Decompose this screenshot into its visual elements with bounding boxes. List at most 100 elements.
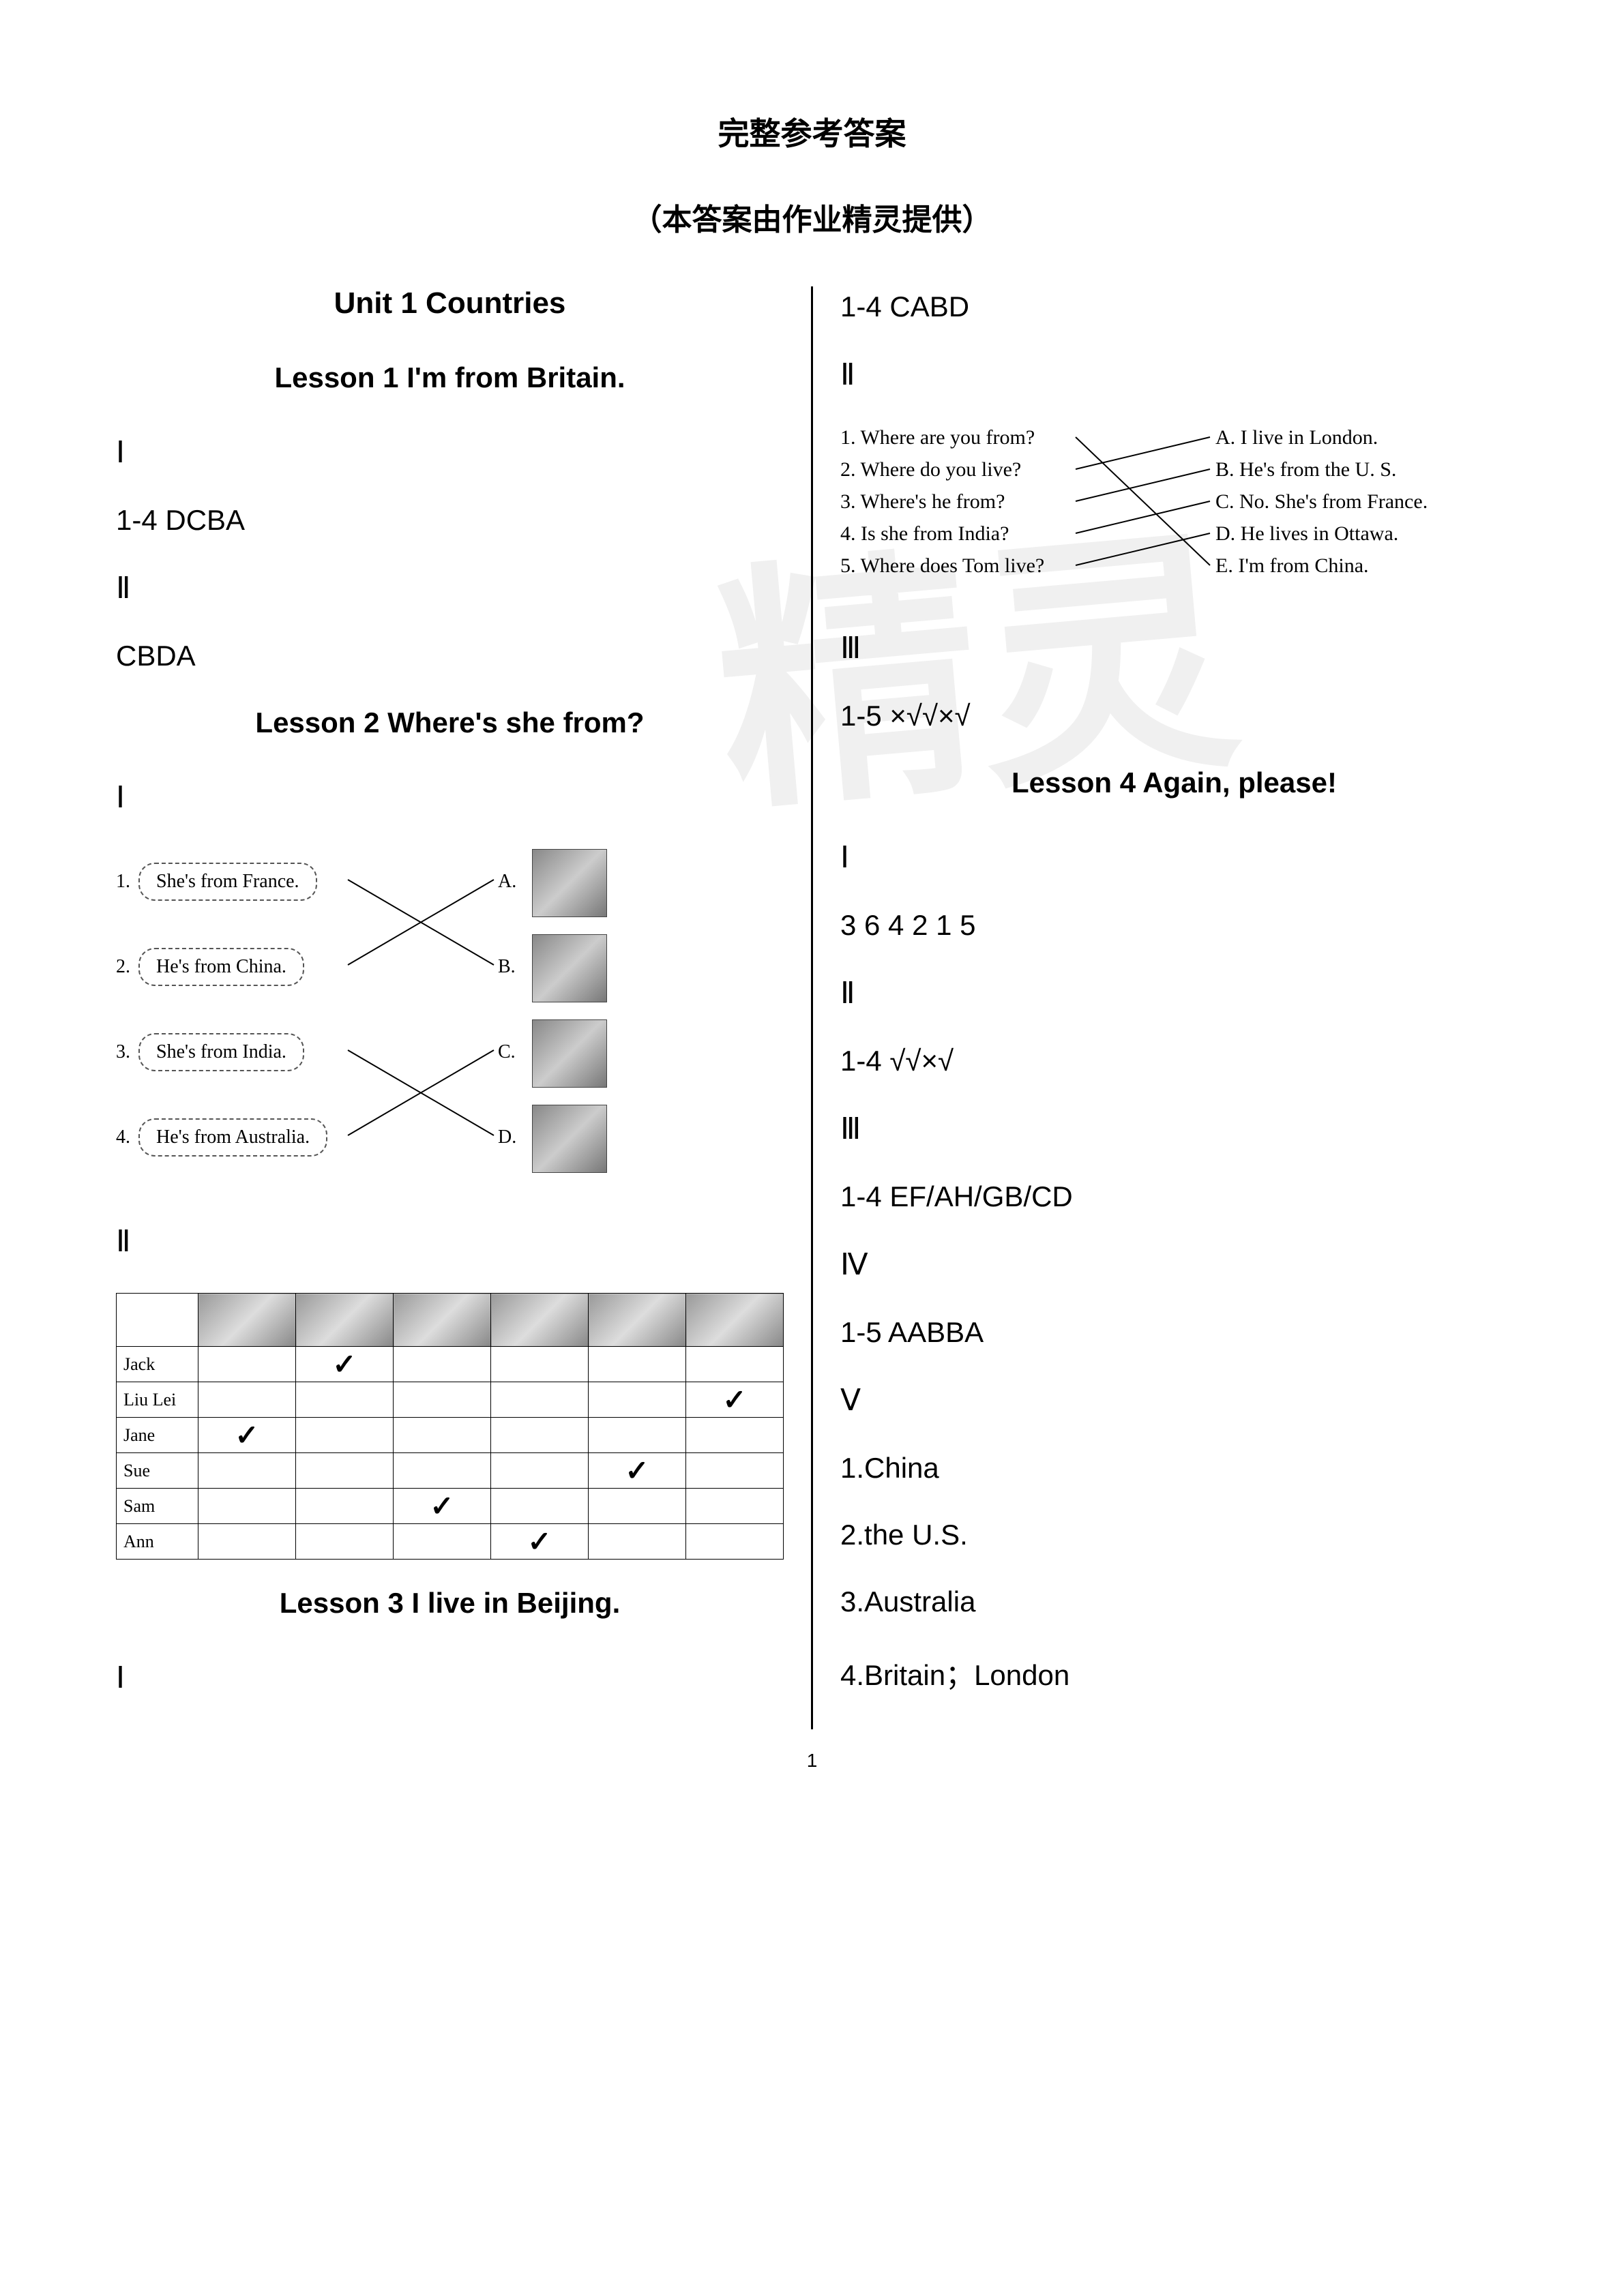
table-cell: ✓ bbox=[198, 1418, 296, 1453]
section-marker: Ⅰ bbox=[116, 1660, 784, 1695]
table-row: Sam ✓ bbox=[117, 1489, 784, 1524]
name-cell: Sam bbox=[117, 1489, 198, 1524]
table-cell bbox=[686, 1489, 784, 1524]
table-cell bbox=[394, 1347, 491, 1382]
table-cell bbox=[198, 1347, 296, 1382]
section-marker: Ⅰ bbox=[116, 435, 784, 470]
section-marker: Ⅳ bbox=[840, 1247, 1508, 1282]
answer-text: 1-4 √√×√ bbox=[840, 1045, 1508, 1077]
page-title: 完整参考答案 bbox=[95, 109, 1529, 154]
answer-text: 1-5 AABBA bbox=[840, 1316, 1508, 1349]
table-cell bbox=[589, 1347, 686, 1382]
table-cell: ✓ bbox=[491, 1524, 589, 1560]
table-cell bbox=[589, 1418, 686, 1453]
section-marker: Ⅱ bbox=[840, 976, 1508, 1011]
table-cell bbox=[198, 1524, 296, 1560]
name-cell: Liu Lei bbox=[117, 1382, 198, 1418]
table-cell: ✓ bbox=[589, 1453, 686, 1489]
checkmark-table: Jack✓Liu Lei✓Jane✓Sue✓Sam✓Ann✓ bbox=[116, 1293, 784, 1560]
table-cell bbox=[198, 1453, 296, 1489]
answer-text: 1.China bbox=[840, 1452, 1508, 1485]
name-cell: Sue bbox=[117, 1453, 198, 1489]
table-cell bbox=[394, 1524, 491, 1560]
answer-text: 3 6 4 2 1 5 bbox=[840, 909, 1508, 942]
table-row: Liu Lei ✓ bbox=[117, 1382, 784, 1418]
table-cell: ✓ bbox=[394, 1489, 491, 1524]
lesson3-heading: Lesson 3 I live in Beijing. bbox=[116, 1587, 784, 1620]
answer-text: 3.Australia bbox=[840, 1585, 1508, 1618]
check-mark: ✓ bbox=[332, 1350, 356, 1381]
section-marker: Ⅴ bbox=[840, 1383, 1508, 1418]
check-mark: ✓ bbox=[430, 1491, 454, 1523]
answer-text: 4.Britain；London bbox=[840, 1652, 1508, 1694]
table-row: Ann✓ bbox=[117, 1524, 784, 1560]
landmark-thumb bbox=[589, 1294, 686, 1347]
lesson1-heading: Lesson 1 I'm from Britain. bbox=[116, 361, 784, 394]
table-cell bbox=[491, 1453, 589, 1489]
lesson2-heading: Lesson 2 Where's she from? bbox=[116, 706, 784, 739]
table-cell bbox=[589, 1489, 686, 1524]
answer-text: CBDA bbox=[116, 640, 784, 672]
table-cell bbox=[198, 1382, 296, 1418]
table-cell bbox=[491, 1418, 589, 1453]
table-cell bbox=[296, 1489, 394, 1524]
table-cell bbox=[296, 1382, 394, 1418]
table-cell bbox=[491, 1489, 589, 1524]
landmark-thumb bbox=[198, 1294, 296, 1347]
table-row: Jack ✓ bbox=[117, 1347, 784, 1382]
unit-heading: Unit 1 Countries bbox=[116, 286, 784, 320]
table-cell bbox=[686, 1453, 784, 1489]
table-cell bbox=[686, 1524, 784, 1560]
table-cell bbox=[198, 1489, 296, 1524]
answer-text: 2.the U.S. bbox=[840, 1519, 1508, 1551]
check-mark: ✓ bbox=[625, 1456, 649, 1487]
lesson4-heading: Lesson 4 Again, please! bbox=[840, 766, 1508, 799]
match-lines bbox=[116, 849, 784, 1190]
table-cell bbox=[296, 1418, 394, 1453]
check-mark: ✓ bbox=[235, 1420, 259, 1452]
left-column: Unit 1 Countries Lesson 1 I'm from Brita… bbox=[95, 286, 813, 1729]
table-cell bbox=[394, 1382, 491, 1418]
table-cell bbox=[589, 1524, 686, 1560]
landmark-thumb bbox=[296, 1294, 394, 1347]
table-header-row bbox=[117, 1294, 784, 1347]
answer-text: 1-4 EF/AH/GB/CD bbox=[840, 1180, 1508, 1213]
landmark-thumb bbox=[394, 1294, 491, 1347]
table-cell bbox=[589, 1382, 686, 1418]
table-cell bbox=[686, 1347, 784, 1382]
table-cell bbox=[296, 1524, 394, 1560]
page-subtitle: （本答案由作业精灵提供） bbox=[95, 195, 1529, 239]
section-marker: Ⅱ bbox=[116, 571, 784, 606]
empty-cell bbox=[117, 1294, 198, 1347]
table-cell bbox=[686, 1418, 784, 1453]
page-content: 完整参考答案 （本答案由作业精灵提供） Unit 1 Countries Les… bbox=[95, 109, 1529, 1772]
table-cell bbox=[491, 1347, 589, 1382]
matching-exercise-2: 1. Where are you from?2. Where do you li… bbox=[840, 426, 1508, 597]
page-number: 1 bbox=[95, 1750, 1529, 1772]
name-cell: Jack bbox=[117, 1347, 198, 1382]
section-marker: Ⅲ bbox=[840, 631, 1508, 666]
answer-text: 1-4 CABD bbox=[840, 290, 1508, 323]
section-marker: Ⅲ bbox=[840, 1112, 1508, 1146]
check-mark: ✓ bbox=[527, 1527, 551, 1558]
matching-exercise-1: 1.She's from France.A.2.He's from China.… bbox=[116, 849, 784, 1190]
table-cell bbox=[491, 1382, 589, 1418]
answer-text: 1-5 ×√√×√ bbox=[840, 700, 1508, 732]
check-mark: ✓ bbox=[722, 1385, 746, 1416]
table-cell bbox=[394, 1418, 491, 1453]
landmark-thumb bbox=[686, 1294, 784, 1347]
section-marker: Ⅰ bbox=[116, 780, 784, 815]
table-row: Jane ✓ bbox=[117, 1418, 784, 1453]
section-marker: Ⅱ bbox=[116, 1224, 784, 1259]
answer-text: 1-4 DCBA bbox=[116, 504, 784, 537]
right-column: 1-4 CABD Ⅱ 1. Where are you from?2. Wher… bbox=[813, 286, 1529, 1729]
table-cell bbox=[394, 1453, 491, 1489]
table-cell bbox=[296, 1453, 394, 1489]
two-column-layout: Unit 1 Countries Lesson 1 I'm from Brita… bbox=[95, 286, 1529, 1729]
table-cell: ✓ bbox=[686, 1382, 784, 1418]
landmark-thumb bbox=[491, 1294, 589, 1347]
table-row: Sue ✓ bbox=[117, 1453, 784, 1489]
name-cell: Jane bbox=[117, 1418, 198, 1453]
section-marker: Ⅰ bbox=[840, 840, 1508, 875]
section-marker: Ⅱ bbox=[840, 357, 1508, 392]
